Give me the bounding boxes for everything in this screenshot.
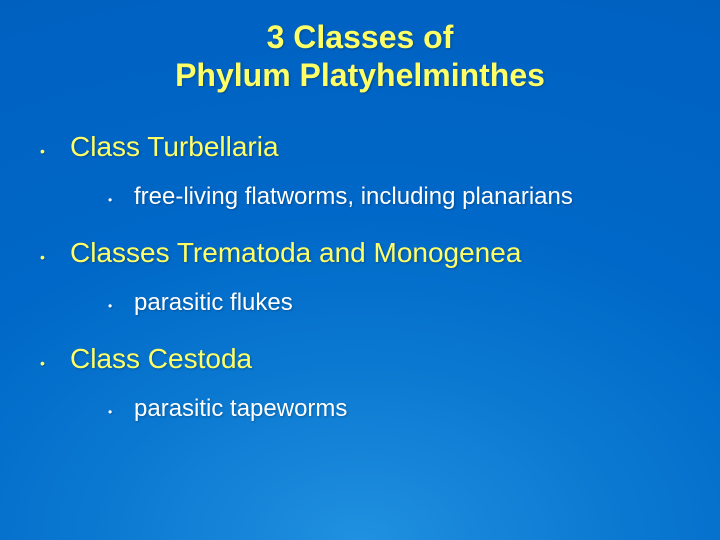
slide-title: 3 Classes of Phylum Platyhelminthes: [0, 0, 720, 95]
bullet-icon: •: [108, 403, 134, 419]
bullet-icon: •: [108, 191, 134, 207]
list-subitem-label: parasitic flukes: [134, 289, 293, 317]
title-line-1: 3 Classes of: [267, 19, 454, 55]
bullet-icon: •: [40, 353, 70, 371]
list-subitem-label: parasitic tapeworms: [134, 395, 347, 423]
bullet-icon: •: [108, 297, 134, 313]
list-subitem: • parasitic flukes: [30, 289, 690, 317]
bullet-icon: •: [40, 141, 70, 159]
title-line-2: Phylum Platyhelminthes: [175, 57, 545, 93]
list-item-label: Class Cestoda: [70, 343, 252, 375]
list-item: • Class Cestoda: [30, 343, 690, 375]
slide-body: • Class Turbellaria • free-living flatwo…: [0, 95, 720, 423]
list-subitem: • parasitic tapeworms: [30, 395, 690, 423]
list-item-label: Classes Trematoda and Monogenea: [70, 237, 521, 269]
list-item-label: Class Turbellaria: [70, 131, 279, 163]
list-subitem: • free-living flatworms, including plana…: [30, 183, 690, 211]
bullet-icon: •: [40, 247, 70, 265]
list-item: • Classes Trematoda and Monogenea: [30, 237, 690, 269]
list-subitem-label: free-living flatworms, including planari…: [134, 183, 573, 211]
list-item: • Class Turbellaria: [30, 131, 690, 163]
